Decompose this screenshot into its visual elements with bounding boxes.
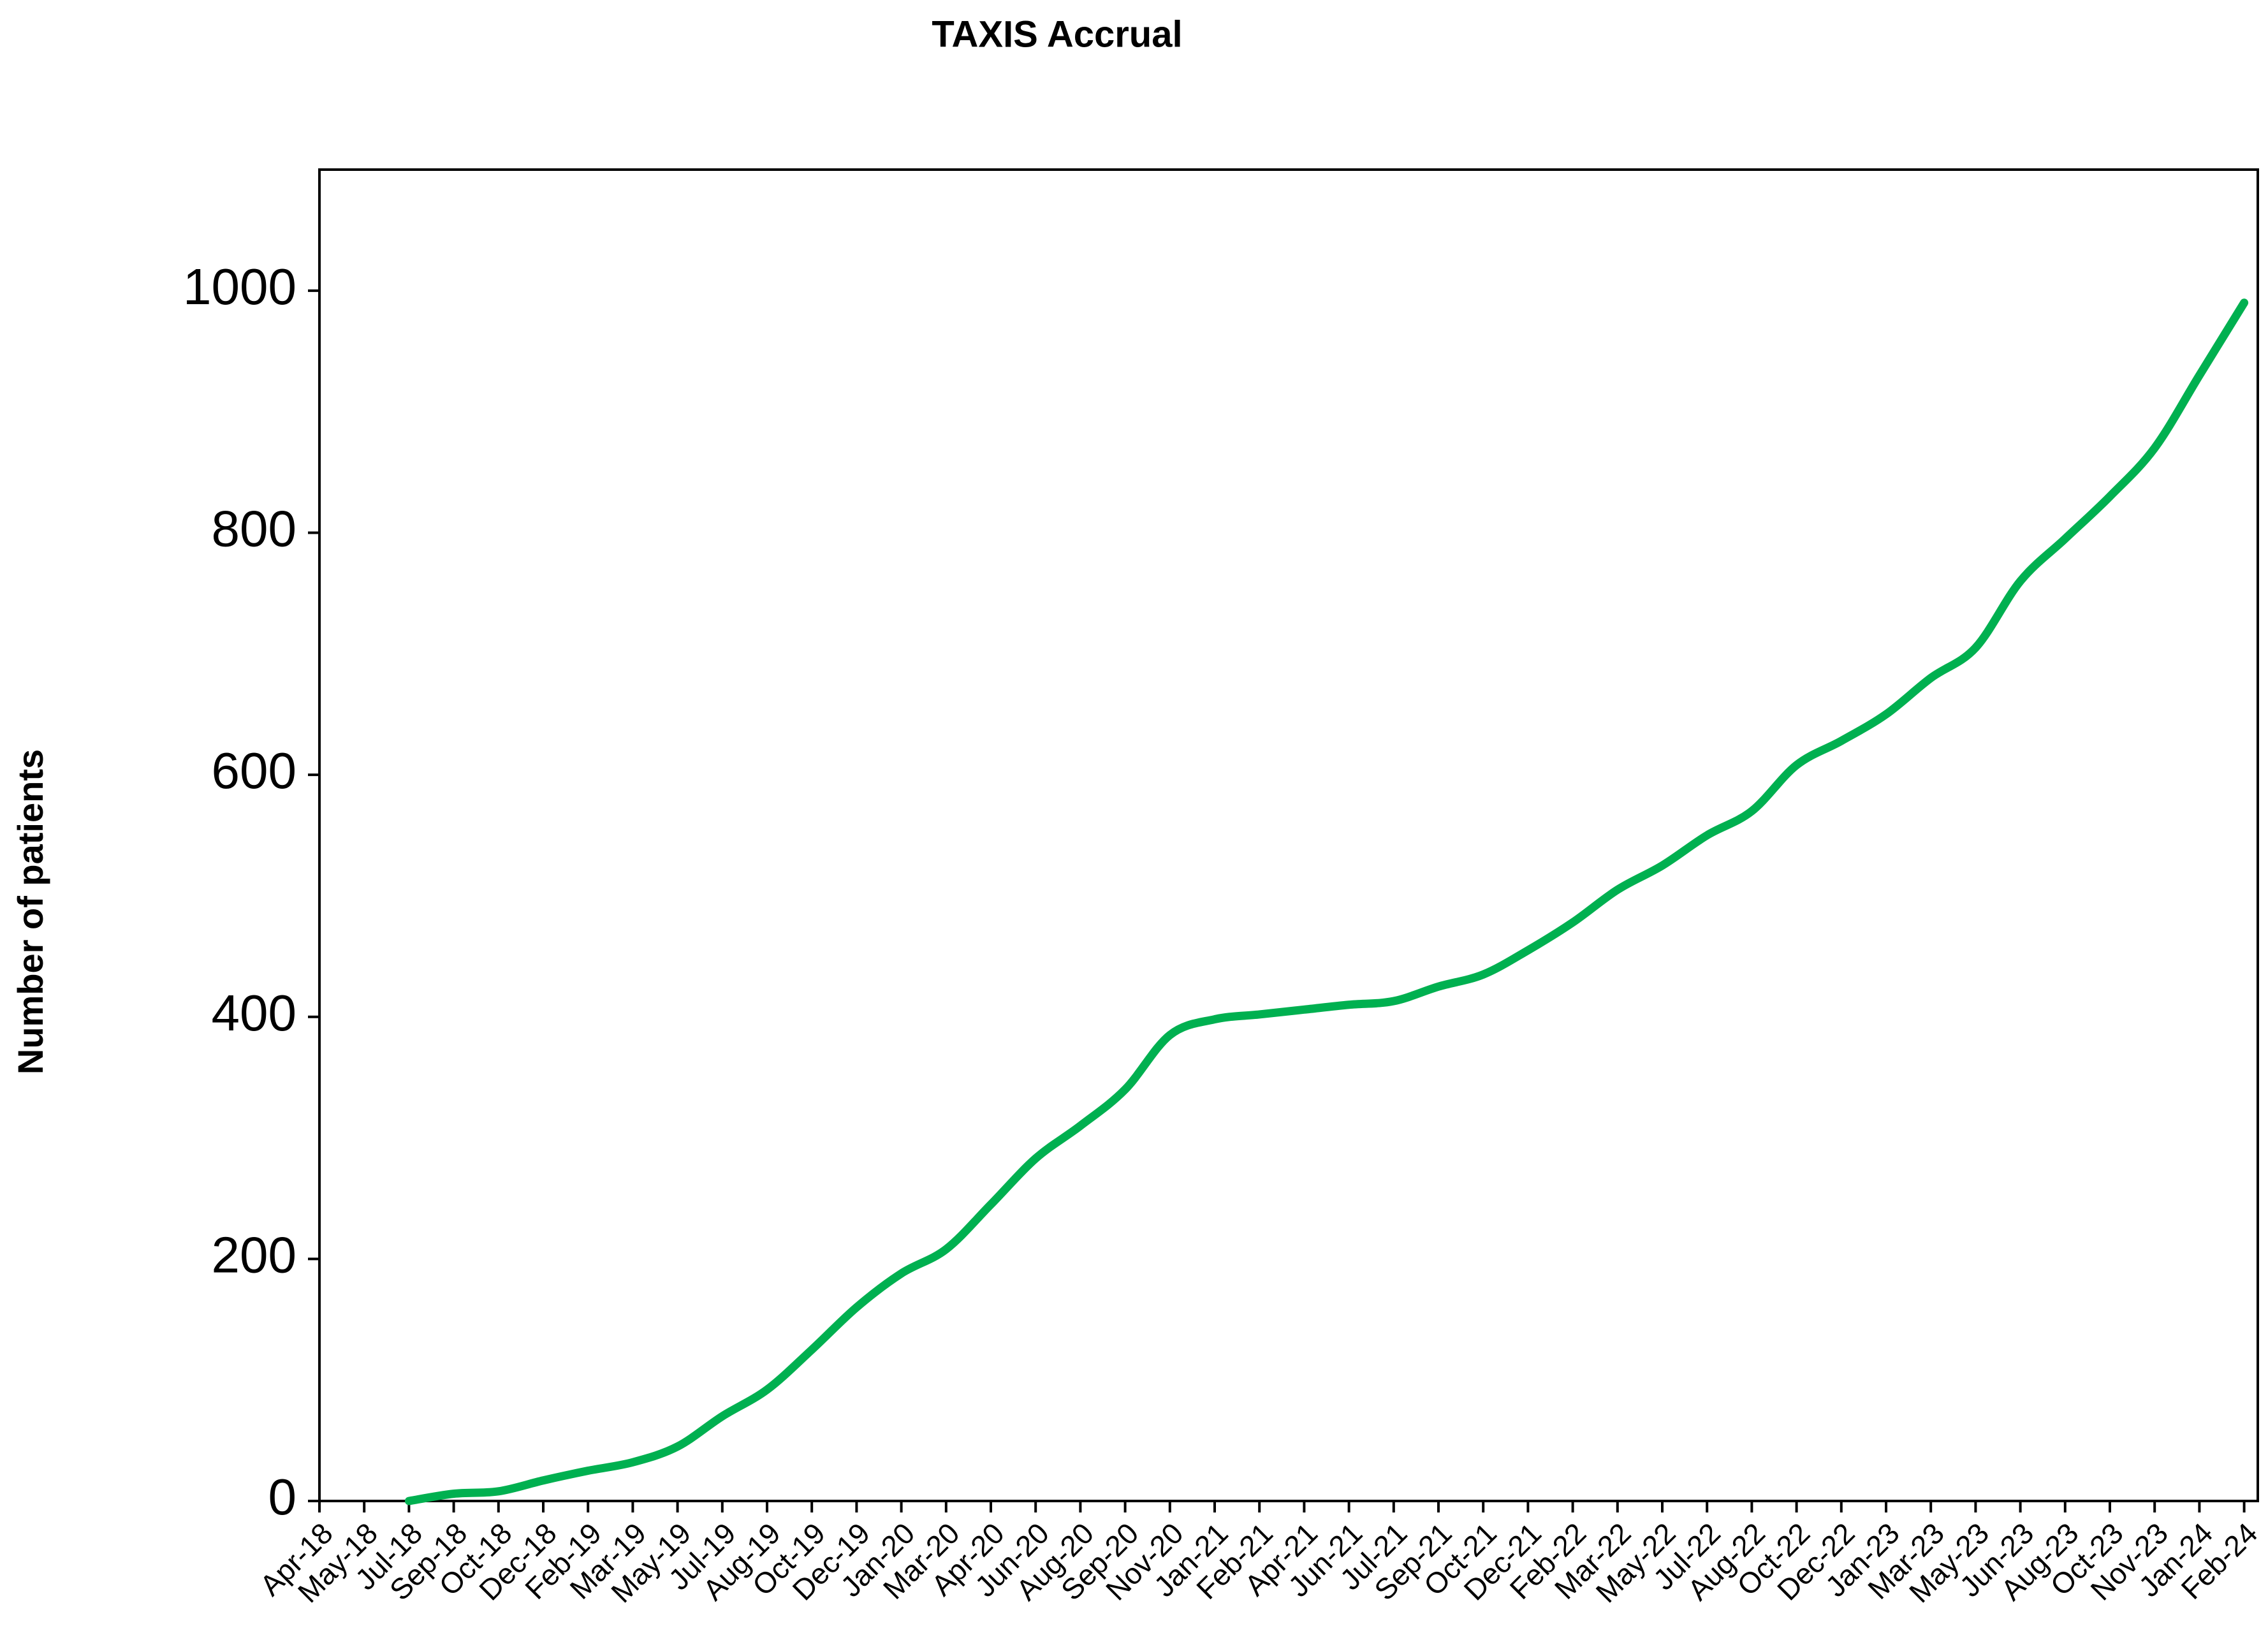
data-line [404,298,2249,1505]
y-tick-label: 1000 [183,258,296,315]
y-tick-label: 0 [268,1468,297,1525]
y-tick-label: 200 [212,1226,296,1283]
y-axis-title: Number of patients [10,749,50,1074]
plot-frame [318,168,2259,1502]
y-tick-label: 800 [212,501,296,557]
chart-title: TAXIS Accrual [932,13,1182,55]
y-tick-label: 600 [212,742,296,799]
y-tick-label: 400 [212,985,296,1041]
